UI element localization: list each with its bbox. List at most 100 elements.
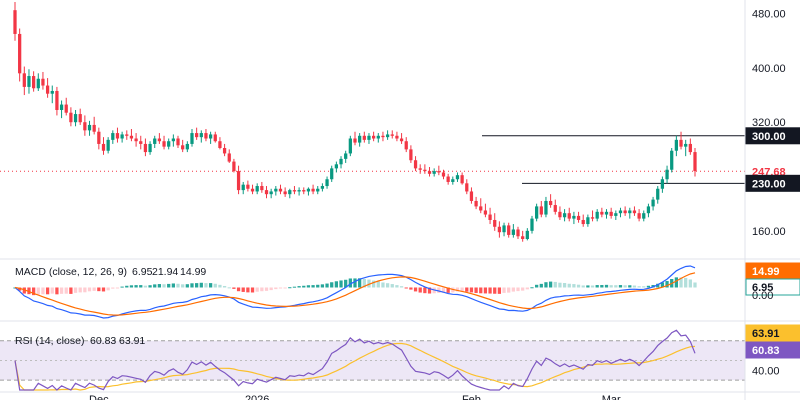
macd-histogram-bar xyxy=(609,285,613,288)
time-tick-label: 2026 xyxy=(245,394,269,400)
macd-histogram-bar xyxy=(195,283,199,288)
candle-body xyxy=(78,114,82,123)
candle-body xyxy=(483,210,488,215)
candle-body xyxy=(297,190,301,192)
macd-histogram-bar xyxy=(460,287,464,292)
candle-body xyxy=(558,211,562,218)
macd-histogram-bar xyxy=(399,286,404,288)
badge-bg xyxy=(745,341,800,359)
candle-body xyxy=(316,188,320,192)
candle-body xyxy=(460,175,464,184)
indicator-legends: MACD (close, 12, 26, 9) 6.95 21.94 14.99… xyxy=(15,266,206,347)
candle-body xyxy=(344,153,348,159)
macd-histogram-bar xyxy=(69,287,73,294)
candle-body xyxy=(553,205,557,212)
macd-panel[interactable] xyxy=(13,265,697,319)
macd-histogram-bar xyxy=(385,283,390,288)
candle-body xyxy=(656,188,660,200)
macd-histogram-bar xyxy=(134,285,138,288)
price-panel[interactable] xyxy=(0,2,745,242)
candle-body xyxy=(222,148,227,154)
candle-body xyxy=(521,236,525,239)
macd-legend-label: MACD (close, 12, 26, 9) xyxy=(15,266,127,278)
price-tick-label: 160.00 xyxy=(752,226,786,238)
time-tick-label: Mar xyxy=(602,394,621,400)
macd-histogram-bar xyxy=(260,287,264,292)
candle-body xyxy=(679,139,683,147)
macd-histogram-bar xyxy=(208,283,213,288)
macd-histogram-bar xyxy=(190,283,194,288)
candle-body xyxy=(651,199,655,207)
macd-histogram-bar xyxy=(423,287,427,294)
candle-body xyxy=(614,213,618,216)
rsi-panel[interactable] xyxy=(0,329,745,391)
candle-body xyxy=(292,190,297,192)
macd-histogram-bar xyxy=(36,287,40,295)
candle-body xyxy=(548,200,553,206)
candle-body xyxy=(665,169,669,180)
macd-histogram-bar xyxy=(92,287,96,291)
macd-histogram-bar xyxy=(660,282,665,288)
macd-histogram-bar xyxy=(204,283,208,288)
candle-body xyxy=(576,215,581,220)
macd-histogram-bar xyxy=(688,279,692,288)
candle-body xyxy=(623,210,627,214)
candle-body xyxy=(628,210,632,214)
candle-body xyxy=(590,217,595,219)
macd-histogram-bar xyxy=(600,285,604,288)
candle-body xyxy=(446,176,450,182)
macd-histogram-bar xyxy=(395,285,399,288)
macd-histogram-bar xyxy=(455,287,460,292)
macd-histogram-bar xyxy=(409,287,413,290)
macd-histogram-bar xyxy=(348,278,352,288)
candle-body xyxy=(157,138,162,142)
macd-histogram-bar xyxy=(576,284,581,288)
candle-body xyxy=(469,191,474,201)
macd-histogram-bar xyxy=(525,287,529,290)
candle-body xyxy=(129,135,134,139)
macd-histogram-bar xyxy=(50,287,54,294)
macd-histogram-bar xyxy=(572,284,576,288)
candle-body xyxy=(120,134,124,139)
macd-histogram-bar xyxy=(413,287,418,292)
price-badge: 230.00 xyxy=(745,174,800,192)
macd-histogram-bar xyxy=(479,287,483,294)
candle-body xyxy=(637,213,641,219)
candle-body xyxy=(660,179,665,189)
price-tick-label: 480.00 xyxy=(752,9,786,21)
macd-histogram-bar xyxy=(18,287,22,291)
candle-body xyxy=(50,90,54,94)
macd-histogram-bar xyxy=(181,284,185,288)
macd-badge: 6.95 xyxy=(745,278,800,296)
macd-histogram-bar xyxy=(157,284,162,288)
macd-histogram-bar xyxy=(590,285,595,288)
candle-body xyxy=(511,229,515,235)
macd-histogram-bar xyxy=(283,287,287,289)
candle-body xyxy=(288,190,292,195)
candle-body xyxy=(367,135,371,140)
macd-histogram-bar xyxy=(87,287,92,292)
macd-histogram-bar xyxy=(255,287,259,292)
badge-bg xyxy=(745,127,800,145)
macd-histogram-bar xyxy=(269,287,273,291)
candle-body xyxy=(59,104,64,110)
candle-body xyxy=(92,124,96,132)
macd-histogram-bar xyxy=(651,284,655,288)
candle-body xyxy=(353,138,357,143)
macd-histogram-bar xyxy=(595,285,599,288)
rsi-legend-value: 60.83 xyxy=(90,335,116,347)
macd-histogram-bar xyxy=(344,279,348,288)
candle-body xyxy=(41,78,45,86)
time-tick-label: Dec xyxy=(89,394,109,400)
macd-histogram-bar xyxy=(507,287,511,293)
candle-body xyxy=(330,168,334,180)
price-tick-label: 400.00 xyxy=(752,63,786,75)
candle-body xyxy=(250,188,255,192)
macd-histogram-bar xyxy=(78,287,82,293)
candle-body xyxy=(581,219,585,225)
candle-body xyxy=(385,134,390,138)
candle-body xyxy=(143,143,148,153)
candle-body xyxy=(432,171,436,174)
